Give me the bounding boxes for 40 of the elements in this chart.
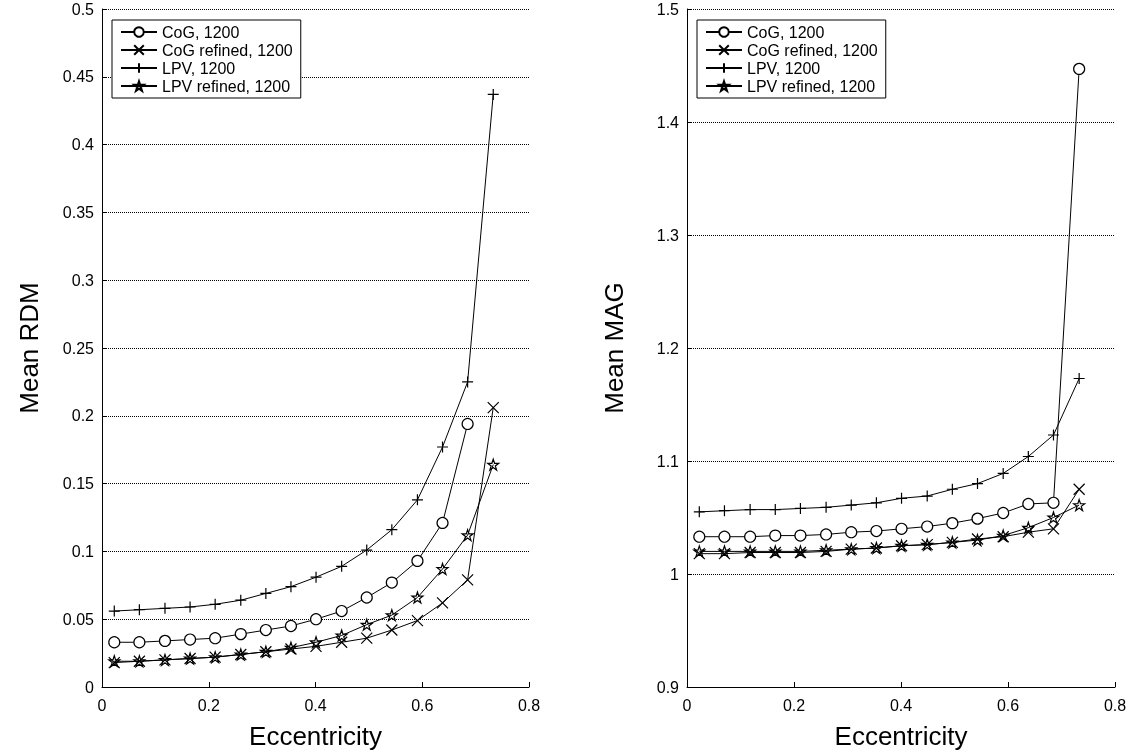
legend-label: CoG, 1200 xyxy=(162,23,240,41)
y-tick-label: 0.4 xyxy=(71,136,95,154)
legend-label: LPV refined, 1200 xyxy=(162,77,291,95)
x-tick-label: 0.8 xyxy=(517,696,541,714)
y-axis-title: Mean MAG xyxy=(599,282,629,414)
x-axis-title: Eccentricity xyxy=(249,721,382,751)
legend-label: LPV refined, 1200 xyxy=(747,77,876,95)
legend-label: LPV, 1200 xyxy=(162,59,236,77)
y-tick-label: 0.35 xyxy=(62,203,95,221)
x-tick-label: 0 xyxy=(97,696,107,714)
y-tick-label: 1.5 xyxy=(656,0,680,18)
y-tick-label: 1.1 xyxy=(656,452,680,470)
y-tick-label: 0.05 xyxy=(62,610,95,628)
x-tick-label: 0.2 xyxy=(197,696,220,714)
x-tick-label: 0.8 xyxy=(1103,696,1127,714)
y-tick-label: 1.2 xyxy=(656,339,680,357)
y-tick-label: 0.9 xyxy=(656,678,680,696)
y-tick-label: 0.5 xyxy=(71,0,95,18)
y-tick-label: 1 xyxy=(670,565,680,583)
y-tick-label: 0 xyxy=(85,678,95,696)
y-tick-label: 0.3 xyxy=(71,271,95,289)
x-tick-label: 0.2 xyxy=(782,696,806,714)
y-tick-label: 0.2 xyxy=(71,407,95,425)
x-tick-label: 0.6 xyxy=(411,696,434,714)
legend-label: CoG refined, 1200 xyxy=(747,41,878,59)
y-tick-label: 0.25 xyxy=(62,339,95,357)
y-tick-label: 0.1 xyxy=(71,542,95,560)
x-tick-label: 0 xyxy=(682,696,692,714)
x-axis-title: Eccentricity xyxy=(834,721,968,751)
x-tick-label: 0.4 xyxy=(304,696,327,714)
y-tick-label: 0.15 xyxy=(62,475,95,493)
y-tick-label: 0.45 xyxy=(62,68,95,86)
y-tick-label: 1.4 xyxy=(656,113,680,131)
legend-label: CoG refined, 1200 xyxy=(162,41,293,59)
y-tick-label: 1.3 xyxy=(656,226,680,244)
x-tick-label: 0.4 xyxy=(889,696,913,714)
y-axis-title: Mean RDM xyxy=(14,282,44,414)
legend-label: CoG, 1200 xyxy=(747,23,825,41)
x-tick-label: 0.6 xyxy=(996,696,1020,714)
legend-label: LPV, 1200 xyxy=(747,59,821,77)
